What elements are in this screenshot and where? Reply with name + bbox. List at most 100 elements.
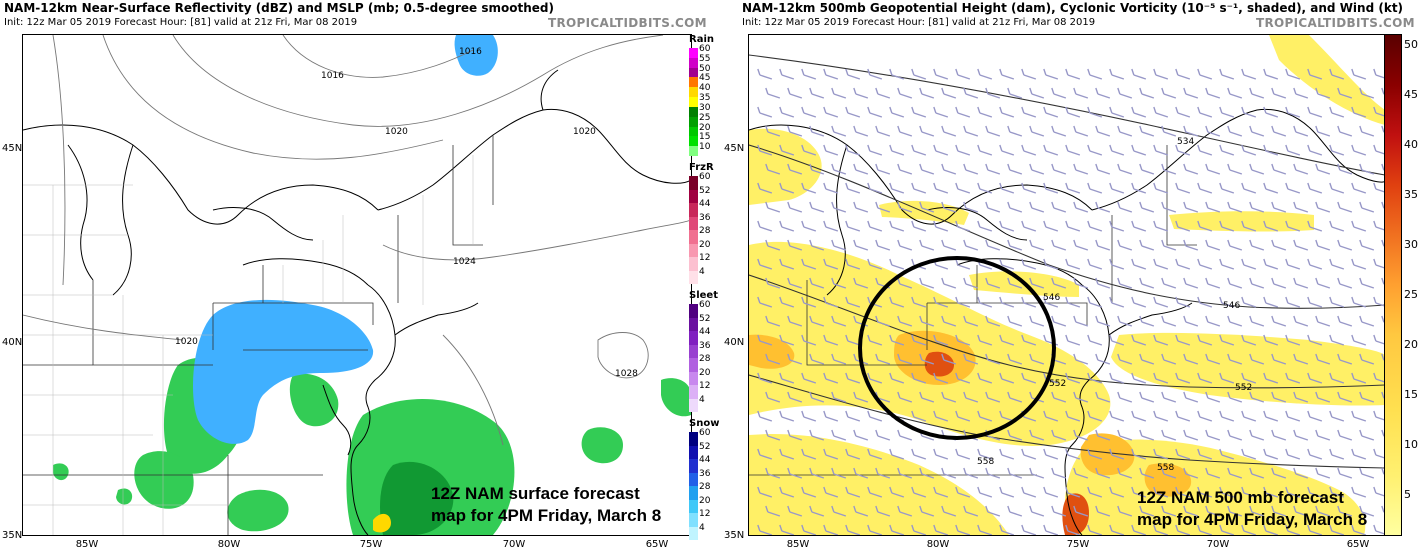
wind-barb — [999, 486, 1015, 498]
wind-barb — [1263, 448, 1279, 460]
wind-barb — [1087, 524, 1103, 535]
wind-barb — [1263, 296, 1279, 308]
wind-barb — [933, 220, 949, 232]
wind-barb — [1351, 296, 1367, 308]
wind-barb — [787, 201, 803, 213]
right-brand-watermark: TROPICALTIDBITS.COM — [1256, 16, 1415, 30]
wind-barb — [1381, 315, 1385, 324]
wind-barb — [867, 68, 883, 80]
lon-label: 70W — [502, 539, 526, 550]
wind-barb — [1043, 144, 1059, 156]
wind-barb — [757, 220, 773, 232]
legend-tick: 20 — [699, 239, 711, 250]
wind-barb — [1373, 220, 1385, 231]
wind-barb — [1307, 410, 1323, 422]
wind-barb — [831, 277, 847, 289]
wind-barb — [779, 448, 795, 460]
wind-barb — [1263, 220, 1279, 232]
wind-barb — [1183, 353, 1199, 365]
wind-barb — [1065, 182, 1081, 194]
wind-barb — [1095, 391, 1111, 403]
wind-barb — [1131, 448, 1147, 460]
wind-barb — [1249, 87, 1265, 99]
left-caption-line1: 12Z NAM surface forecast — [431, 484, 640, 503]
wind-barb — [1139, 277, 1155, 289]
wind-barb — [787, 87, 803, 99]
colorbar-tick: 5 — [1404, 488, 1411, 501]
precip-type-legend: Rain 60 55 50 45 40 35 30 25 20 15 10 FrzR 60 52 44 36 28… — [689, 34, 719, 540]
legend-swatch — [689, 526, 698, 540]
wind-barb — [809, 315, 825, 327]
wind-barb — [1271, 87, 1287, 99]
legend-swatch — [689, 270, 698, 284]
wind-barb — [1307, 182, 1323, 194]
wind-barb — [999, 220, 1015, 232]
wind-barb — [1131, 68, 1147, 80]
wind-barb — [823, 410, 839, 422]
wind-barb — [985, 125, 1001, 137]
wind-barb — [1381, 239, 1385, 248]
wind-barb — [1329, 258, 1345, 270]
wind-barb — [1131, 334, 1147, 346]
wind-barb — [897, 87, 913, 99]
wind-barb — [1351, 182, 1367, 194]
wind-barb — [1175, 524, 1191, 535]
wind-barb — [1219, 486, 1235, 498]
wind-barbs — [757, 68, 1385, 535]
wind-barb — [977, 144, 993, 156]
wind-barb — [1043, 296, 1059, 308]
wind-barb — [1161, 277, 1177, 289]
wind-barb — [1381, 277, 1385, 286]
height-label: 534 — [1177, 137, 1195, 147]
wind-barb — [1263, 106, 1279, 118]
wind-barb — [889, 448, 905, 460]
wind-barb — [1227, 277, 1243, 289]
wind-barb — [801, 334, 817, 346]
wind-barb — [801, 410, 817, 422]
right-map-500mb: 534 546 546 552 552 558 558 12Z NAM 500 … — [748, 34, 1386, 536]
legend-swatch — [689, 344, 698, 358]
wind-barb — [1139, 239, 1155, 251]
wind-barb — [1051, 87, 1067, 99]
wind-barb — [1139, 315, 1155, 327]
wind-barb — [1007, 87, 1023, 99]
wind-barb — [779, 144, 795, 156]
legend-tick: 10 — [699, 142, 711, 153]
wind-barb — [1161, 315, 1177, 327]
wind-barb — [853, 201, 869, 213]
wind-barb — [1029, 429, 1045, 441]
wind-barb — [1087, 182, 1103, 194]
wind-barb — [1117, 277, 1133, 289]
wind-barb — [1351, 486, 1367, 498]
wind-barb — [977, 182, 993, 194]
wind-barb — [757, 410, 773, 422]
wind-barb — [1285, 372, 1301, 384]
wind-barb — [911, 220, 927, 232]
wind-barb — [977, 106, 993, 118]
right-caption-line2: map for 4PM Friday, March 8 — [1137, 510, 1368, 529]
wind-barb — [809, 125, 825, 137]
wind-barb — [1153, 106, 1169, 118]
legend-swatch — [689, 87, 698, 98]
colorbar-tick: 30 — [1404, 238, 1418, 251]
wind-barb — [757, 68, 773, 80]
wind-barb — [1139, 391, 1155, 403]
vorticity-shading-high — [924, 351, 1089, 535]
wind-barb — [1087, 372, 1103, 384]
wind-barb — [1175, 410, 1191, 422]
wind-barb — [1087, 144, 1103, 156]
wind-barb — [889, 68, 905, 80]
wind-barb — [955, 106, 971, 118]
wind-barb — [1139, 467, 1155, 479]
wind-barb — [1241, 410, 1257, 422]
wind-barb — [1021, 258, 1037, 270]
wind-barb — [1131, 106, 1147, 118]
colorbar-tick: 25 — [1404, 288, 1418, 301]
wind-barb — [1095, 467, 1111, 479]
wind-barb — [1241, 486, 1257, 498]
wind-barb — [941, 277, 957, 289]
wind-barb — [801, 372, 817, 384]
wind-barb — [831, 353, 847, 365]
wind-barb — [1073, 353, 1089, 365]
wind-barb — [1373, 296, 1385, 307]
